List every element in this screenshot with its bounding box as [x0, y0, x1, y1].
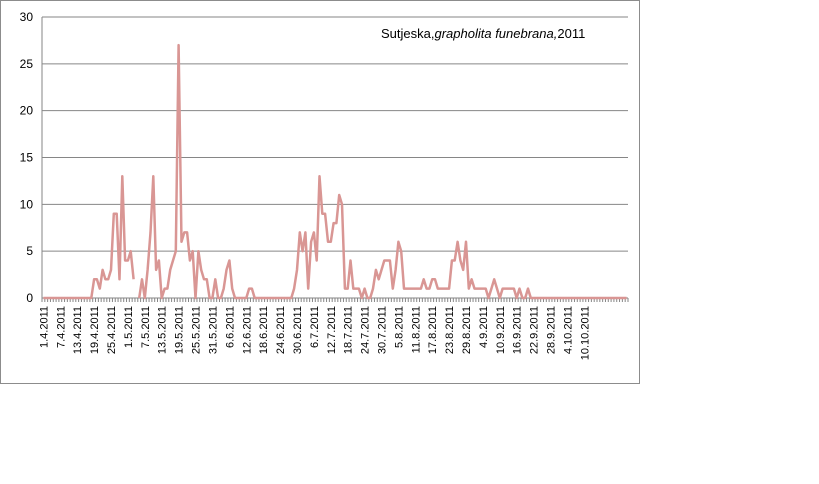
x-tick-label: 11.8.2011 [410, 306, 422, 353]
chart-area: 0 5 10 15 20 25 30 1.4.2011 7.4.2011 13.4.2011 19… [0, 0, 640, 384]
x-tick-label: 7.5.2011 [140, 306, 152, 348]
x-tick-label: 13.5.2011 [157, 306, 169, 354]
chart-title-year: 2011 [557, 26, 585, 41]
y-tick-label: 10 [20, 197, 34, 211]
x-tick-label: 1.4.2011 [38, 306, 50, 348]
y-tick-label: 20 [20, 104, 34, 118]
x-tick-label: 24.6.2011 [275, 306, 287, 354]
y-tick-label: 30 [20, 10, 34, 24]
x-tick-label: 10.10.2011 [579, 306, 591, 360]
x-tick-label: 10.9.2011 [495, 306, 507, 354]
x-tick-label: 4.10.2011 [562, 306, 574, 354]
x-tick-label: 19.4.2011 [89, 306, 101, 354]
x-tick-label: 28.9.2011 [546, 306, 558, 354]
x-tick-label: 18.7.2011 [343, 306, 355, 354]
x-tick-label: 31.5.2011 [207, 306, 219, 354]
gridlines [41, 16, 628, 299]
x-tick-label: 7.4.2011 [55, 306, 67, 348]
x-tick-label: 23.8.2011 [444, 306, 456, 354]
x-tick-label: 29.8.2011 [461, 306, 473, 354]
line-chart: 0 5 10 15 20 25 30 1.4.2011 7.4.2011 13.4.2011 19… [20, 10, 629, 360]
x-tick-label: 12.6.2011 [241, 306, 253, 354]
chart-title-location: Sutjeska, [381, 26, 434, 41]
chart-title-species: grapholita funebrana, [434, 26, 557, 41]
x-tick-label: 4.9.2011 [478, 306, 490, 348]
x-tick-label: 5.8.2011 [393, 306, 405, 348]
x-tick-label: 13.4.2011 [72, 306, 84, 354]
x-tick-label: 30.6.2011 [292, 306, 304, 354]
x-tick-label: 18.6.2011 [258, 306, 270, 354]
x-tick-label: 25.4.2011 [106, 306, 118, 354]
y-axis-ticks: 0 5 10 15 20 25 30 [20, 10, 34, 305]
x-tick-label: 22.9.2011 [529, 306, 541, 354]
x-tick-label: 17.8.2011 [427, 306, 439, 354]
x-tick-label: 30.7.2011 [376, 306, 388, 354]
y-tick-label: 25 [20, 57, 34, 71]
x-tick-label: 24.7.2011 [360, 306, 372, 354]
y-tick-label: 0 [26, 291, 33, 305]
chart-title: Sutjeska,grapholita funebrana,2011 [381, 26, 585, 41]
x-tick-label: 16.9.2011 [512, 306, 524, 354]
y-tick-label: 15 [20, 151, 34, 165]
x-tick-label: 6.6.2011 [224, 306, 236, 348]
x-tick-label: 12.7.2011 [326, 306, 338, 354]
x-tick-label: 19.5.2011 [174, 306, 186, 354]
y-tick-label: 5 [26, 244, 33, 258]
x-axis-ticks: 1.4.2011 7.4.2011 13.4.2011 19.4.2011 25.4.2… [38, 298, 629, 360]
x-tick-label: 6.7.2011 [309, 306, 321, 348]
x-tick-label: 1.5.2011 [123, 306, 135, 348]
x-tick-label: 25.5.2011 [191, 306, 203, 354]
series-line [43, 43, 627, 300]
